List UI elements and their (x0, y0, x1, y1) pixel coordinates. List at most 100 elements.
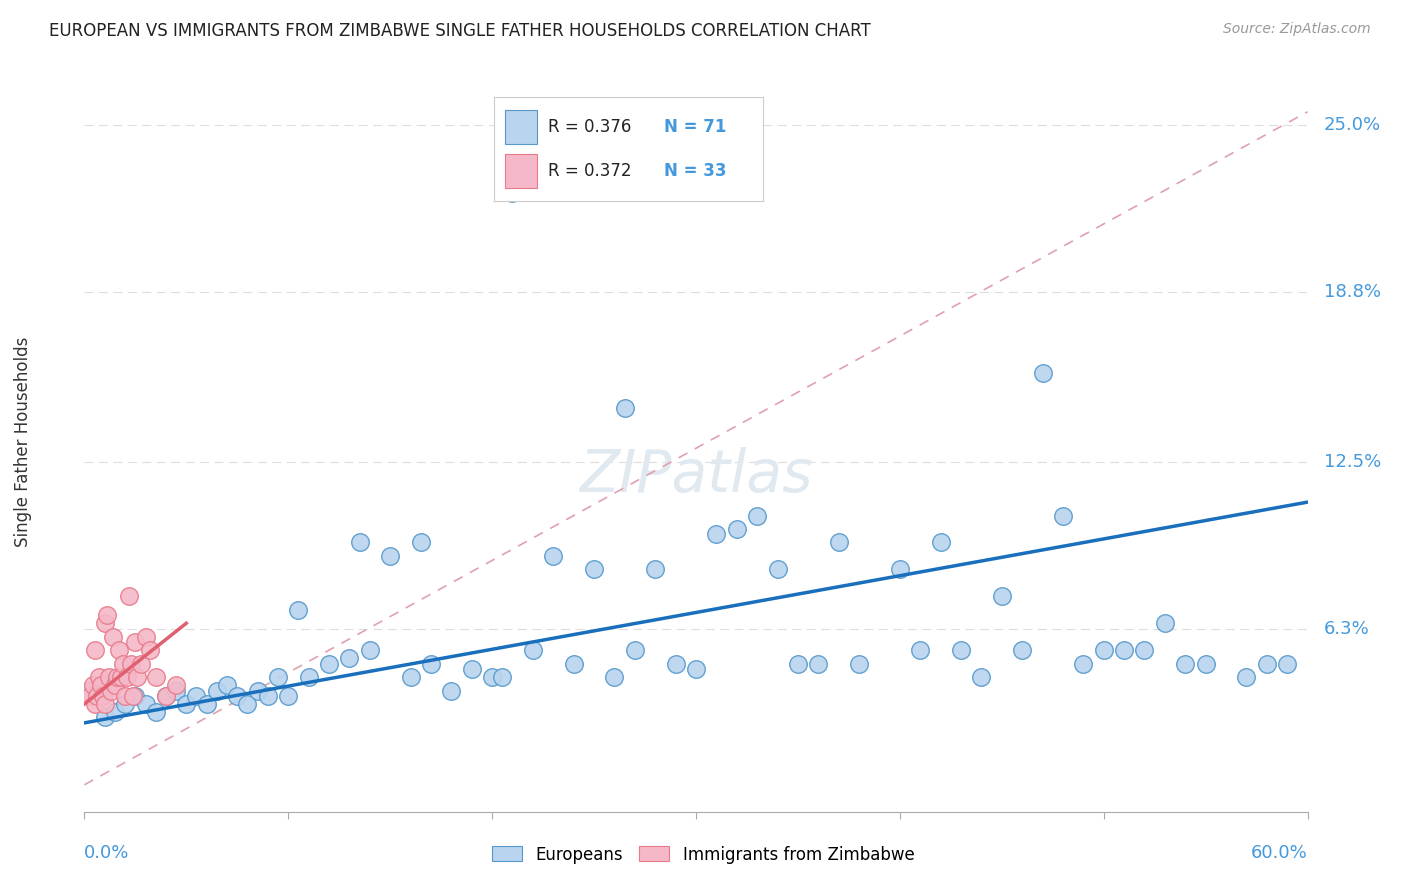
Point (155, 689, 177, 703)
Point (807, 657, 830, 671)
Point (138, 643, 160, 657)
Point (991, 590, 1014, 604)
Point (100, 683, 122, 698)
Point (155, 689, 177, 703)
Point (380, 549, 402, 563)
Point (747, 508, 769, 523)
Point (205, 683, 228, 698)
Point (420, 657, 443, 671)
Point (1133, 643, 1156, 657)
Point (1052, 508, 1074, 523)
Point (583, 562, 606, 576)
Point (112, 657, 135, 671)
Point (522, 643, 544, 657)
Point (339, 651, 361, 665)
Point (165, 683, 187, 698)
Point (195, 697, 218, 711)
Point (165, 678, 187, 692)
Point (104, 705, 127, 719)
Point (124, 635, 146, 649)
Point (93, 616, 115, 631)
Point (186, 689, 208, 703)
Point (318, 657, 340, 671)
Point (1236, 670, 1258, 684)
Point (96, 608, 118, 623)
Point (349, 535, 371, 549)
Point (359, 643, 381, 657)
Text: EUROPEAN VS IMMIGRANTS FROM ZIMBABWE SINGLE FATHER HOUSEHOLDS CORRELATION CHART: EUROPEAN VS IMMIGRANTS FROM ZIMBABWE SIN… (49, 22, 870, 40)
Point (603, 670, 626, 684)
Point (246, 683, 269, 698)
Point (277, 689, 299, 703)
Text: Source: ZipAtlas.com: Source: ZipAtlas.com (1223, 22, 1371, 37)
Point (1073, 657, 1095, 671)
Point (105, 670, 128, 684)
Point (110, 670, 132, 684)
Point (665, 657, 688, 671)
Point (613, 401, 636, 415)
Point (543, 549, 565, 563)
Point (1195, 657, 1218, 671)
Point (257, 689, 280, 703)
Point (145, 670, 167, 684)
Point (787, 657, 810, 671)
Point (481, 670, 503, 684)
Point (83, 697, 105, 711)
Point (114, 689, 136, 703)
Point (706, 527, 728, 541)
Text: 18.8%: 18.8% (1324, 283, 1381, 301)
Point (440, 683, 463, 698)
Point (86, 689, 108, 703)
Text: Single Father Households: Single Father Households (14, 336, 32, 547)
Point (1154, 616, 1177, 631)
Point (287, 603, 309, 617)
Point (217, 678, 239, 692)
Point (236, 697, 259, 711)
Point (120, 657, 142, 671)
Point (174, 697, 197, 711)
Point (145, 705, 167, 719)
Text: 0.0%: 0.0% (84, 844, 129, 862)
Point (93, 697, 115, 711)
Legend: Europeans, Immigrants from Zimbabwe: Europeans, Immigrants from Zimbabwe (485, 839, 921, 871)
Point (298, 670, 321, 684)
Point (502, 186, 524, 200)
Point (409, 535, 432, 549)
Point (135, 630, 157, 644)
Point (644, 562, 666, 576)
Point (122, 689, 145, 703)
Point (1277, 657, 1299, 671)
Point (399, 670, 422, 684)
Point (725, 522, 748, 536)
Point (226, 689, 249, 703)
Point (828, 535, 851, 549)
Point (1092, 643, 1115, 657)
Point (97, 670, 120, 684)
Point (127, 670, 149, 684)
Point (118, 590, 141, 604)
Point (104, 678, 127, 692)
Point (90, 678, 112, 692)
Point (848, 657, 870, 671)
Point (491, 670, 513, 684)
Point (461, 662, 484, 676)
Point (766, 562, 789, 576)
Point (135, 697, 157, 711)
Point (101, 630, 124, 644)
Point (82, 678, 104, 692)
Point (91, 689, 114, 703)
Point (131, 657, 153, 671)
Point (124, 689, 146, 703)
Point (108, 643, 131, 657)
Point (79, 689, 101, 703)
Point (115, 670, 138, 684)
Point (1032, 366, 1054, 380)
Point (624, 643, 647, 657)
Text: 25.0%: 25.0% (1324, 116, 1381, 134)
Point (562, 657, 585, 671)
Point (114, 697, 136, 711)
Point (929, 535, 952, 549)
Text: 60.0%: 60.0% (1251, 844, 1308, 862)
Point (83, 643, 105, 657)
Text: 6.3%: 6.3% (1324, 620, 1369, 638)
